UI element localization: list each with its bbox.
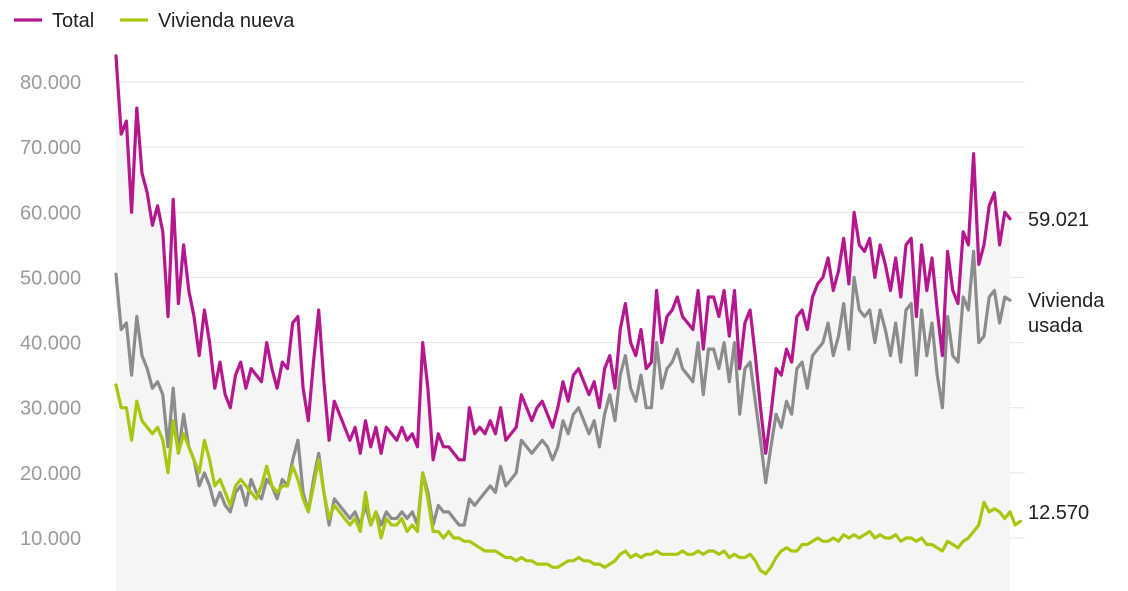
- series-lines: [114, 54, 1022, 576]
- y-tick-label-70000: 70.000: [20, 137, 81, 159]
- y-tick-label-60000: 60.000: [20, 202, 81, 224]
- total-area: [116, 55, 1010, 591]
- end-label-vivienda-nueva: 12.570: [1028, 502, 1089, 524]
- end-label-vivienda-usada: Vivienda usada: [1028, 290, 1105, 337]
- series-line-total: [114, 54, 1012, 462]
- legend-label-total: Total: [52, 10, 94, 32]
- legend-item-total: Total: [14, 10, 94, 32]
- y-axis: 10.000 20.000 30.000 40.000 50.000 60.000 70.0…: [20, 72, 81, 550]
- end-labels: 59.021 12.570 Vivienda usada: [1028, 209, 1105, 524]
- y-tick-label-20000: 20.000: [20, 463, 81, 485]
- y-tick-label-40000: 40.000: [20, 333, 81, 355]
- total-area-fill: [116, 55, 1010, 591]
- y-tick-label-80000: 80.000: [20, 72, 81, 94]
- series-line-vivienda-nueva: [114, 383, 1022, 576]
- y-tick-label-30000: 30.000: [20, 398, 81, 420]
- y-tick-label-10000: 10.000: [20, 528, 81, 550]
- legend: Total Vivienda nueva: [14, 10, 295, 32]
- series-line-vivienda-usada: [114, 249, 1012, 527]
- end-label-total: 59.021: [1028, 209, 1089, 231]
- y-tick-label-50000: 50.000: [20, 267, 81, 289]
- legend-label-vivienda-nueva: Vivienda nueva: [158, 10, 295, 32]
- legend-item-vivienda-nueva: Vivienda nueva: [120, 10, 295, 32]
